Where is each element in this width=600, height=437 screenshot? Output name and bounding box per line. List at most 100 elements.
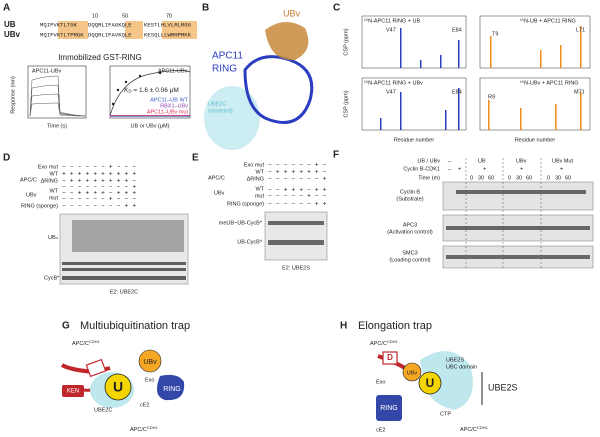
shape	[29, 75, 86, 117]
shape	[446, 226, 590, 230]
ctp: CTP	[440, 411, 451, 417]
shape	[458, 88, 460, 130]
seq-name: UBv	[4, 30, 21, 39]
shape	[104, 373, 132, 401]
time: 60	[526, 175, 532, 181]
shape	[162, 21, 197, 39]
blot-label: APC3	[403, 222, 417, 228]
row-label: APC/C	[208, 175, 225, 181]
sign-row: – – – – – – + – – –	[62, 196, 136, 203]
shape	[125, 21, 143, 39]
shape	[85, 358, 107, 378]
shape	[58, 21, 88, 39]
ubv-label: UBv	[283, 8, 301, 18]
band-label: meUB~UB-CycB*	[219, 220, 263, 226]
annotation: R9	[488, 94, 495, 100]
e2-label: UBE2C	[208, 101, 226, 107]
shape	[580, 26, 582, 68]
shape	[138, 74, 142, 78]
panel-label: B	[202, 3, 209, 14]
panel-title: Elongation trap	[358, 320, 432, 332]
shape	[376, 395, 402, 421]
d-box: D	[93, 363, 99, 372]
x-label: Time (s)	[47, 123, 67, 129]
shape	[124, 80, 128, 84]
shape	[29, 75, 86, 117]
sequence: MQIFVKTLTGK	[40, 21, 78, 28]
time: 0	[508, 175, 511, 181]
shape	[458, 40, 460, 68]
seq-tick: 10	[92, 13, 98, 19]
row-label: APC/C	[20, 177, 37, 183]
ubv: UBv	[407, 370, 418, 376]
exo: Exo	[145, 377, 154, 383]
text-part: APC/C	[460, 427, 477, 433]
shape	[62, 220, 186, 280]
row-label: RING (sponge)	[21, 203, 58, 209]
shape	[380, 28, 460, 130]
time: 60	[565, 175, 571, 181]
caption: E2: UBE2C	[110, 289, 138, 295]
text-part: K	[124, 87, 129, 94]
panel-label: C	[333, 3, 340, 14]
row-label: Exo mut	[244, 162, 265, 168]
apcc: APC/CCDH1	[72, 339, 100, 347]
shape	[540, 50, 542, 68]
apcc: APC/CCDH1	[370, 339, 398, 347]
sign: +	[560, 166, 563, 172]
text-part: CDH1	[477, 425, 489, 430]
sign-row: – – – – – – – – – +	[62, 184, 136, 191]
kd: KD = 1.6 ± 0.06 μM	[124, 87, 179, 94]
row-label: UBv	[26, 192, 37, 198]
shape	[62, 262, 186, 265]
blot-label: Cyclin B	[400, 189, 421, 195]
sequence: KESQLLLWRHPMKK	[144, 31, 192, 38]
group-label: UBv	[516, 158, 527, 164]
sign-row: – – + + + + – + + +	[62, 190, 136, 197]
shape	[456, 190, 586, 194]
shape	[488, 26, 582, 130]
shape	[580, 92, 582, 130]
row-label: Time (m)	[418, 175, 440, 181]
time: 0	[470, 175, 473, 181]
shape	[62, 385, 84, 397]
band-label: UBn	[48, 235, 58, 241]
sign-row: – – – – – – + +	[268, 201, 327, 208]
seq-name: UB	[4, 20, 16, 29]
time: 30	[478, 175, 484, 181]
row-label: WT	[49, 171, 58, 177]
group-label: –	[448, 158, 452, 164]
sign-row: – + + + + + + + + –	[62, 178, 136, 185]
x-label: UB or UBv (μM)	[131, 123, 170, 129]
seq-tick: 50	[122, 13, 128, 19]
ring-label: APC11	[212, 51, 243, 62]
group-label: UBv Mut	[552, 158, 574, 164]
x-label: Residue number	[515, 137, 556, 143]
text-part: D	[128, 89, 132, 94]
panel-label: E	[192, 153, 199, 164]
text-part: CDH1	[89, 339, 101, 344]
row-label: ΔRING	[41, 178, 58, 184]
apcc: APC/CCDH1	[460, 425, 488, 433]
y-label: Response (nm)	[10, 76, 16, 114]
shape	[490, 36, 492, 68]
plot-title: ¹⁵N-APC11 RING + UBv	[364, 79, 423, 86]
row-label: Cyclin B-CDK1	[403, 166, 440, 172]
plot-title: ¹⁵N-UB + APC11 RING	[520, 17, 576, 24]
ring-label: RING	[212, 64, 237, 75]
time: 30	[555, 175, 561, 181]
shape	[111, 102, 115, 106]
band-label: CycB*	[44, 275, 60, 281]
sign-row: – – – – – – + – – –	[62, 164, 136, 171]
panel-label: H	[340, 321, 347, 332]
row-label: WT	[255, 169, 264, 175]
time: 0	[547, 175, 550, 181]
y-label: CSP (ppm)	[343, 28, 349, 55]
shape	[382, 351, 398, 365]
row-label: ΔRING	[247, 176, 264, 182]
sequence: DQQRLIFAGKQLE	[88, 21, 132, 28]
shape	[402, 362, 422, 382]
shape	[268, 221, 324, 225]
time: 30	[516, 175, 522, 181]
fit-label: APC11-UBv	[158, 68, 187, 74]
